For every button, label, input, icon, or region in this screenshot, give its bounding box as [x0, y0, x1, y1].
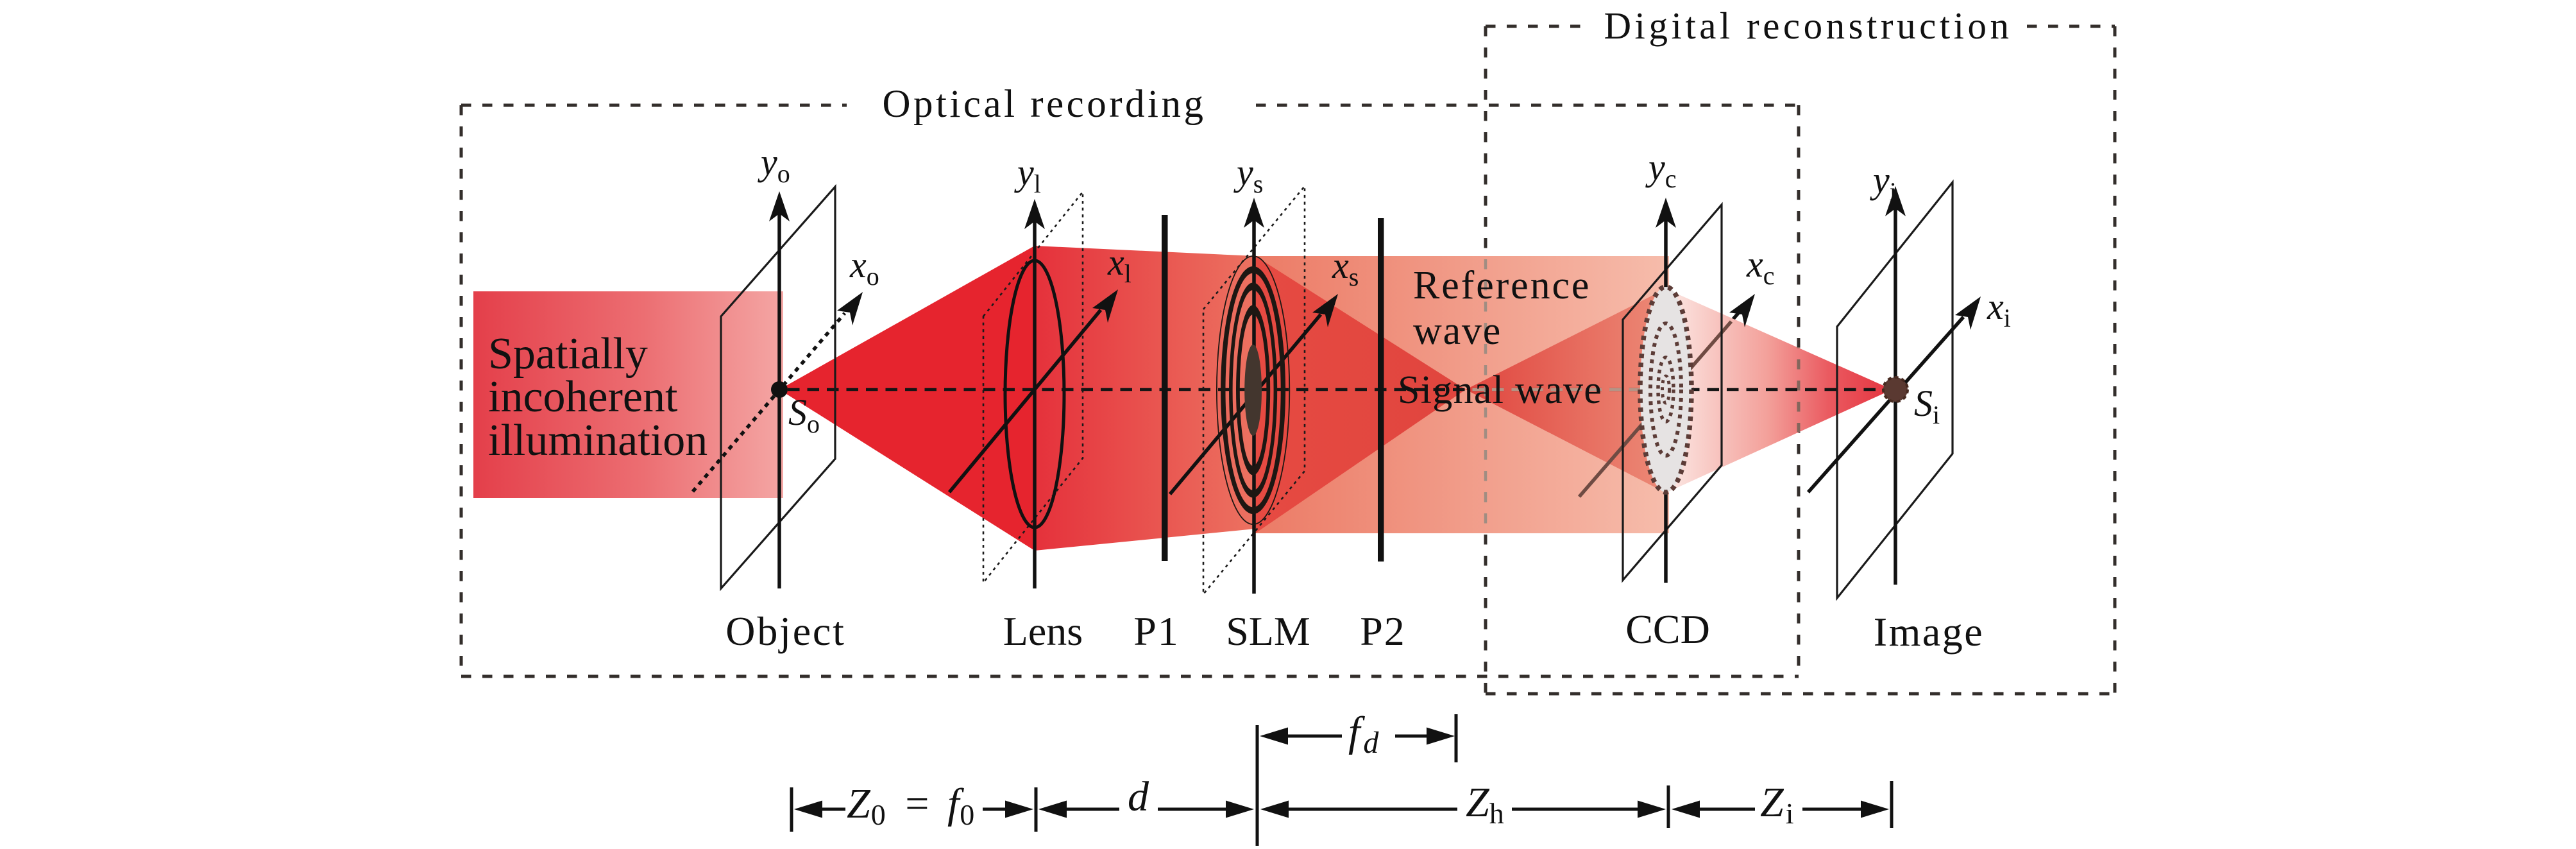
svg-text:Optical recording: Optical recording — [882, 83, 1206, 126]
svg-text:P1: P1 — [1133, 608, 1180, 654]
svg-text:Spatially: Spatially — [488, 329, 648, 379]
svg-text:yo: yo — [758, 141, 790, 188]
svg-text:ys: ys — [1233, 151, 1263, 198]
svg-text:xs: xs — [1332, 244, 1359, 291]
svg-text:Signal wave: Signal wave — [1398, 368, 1602, 412]
svg-text:Object: Object — [725, 608, 845, 654]
svg-text:Zh: Zh — [1466, 779, 1504, 830]
svg-text:Z0 = f0: Z0 = f0 — [847, 780, 975, 831]
svg-text:xo: xo — [849, 244, 879, 291]
svg-text:Image: Image — [1874, 609, 1984, 655]
svg-text:SLM: SLM — [1226, 608, 1310, 654]
svg-text:Si: Si — [1914, 382, 1940, 429]
svg-text:Reference: Reference — [1413, 264, 1591, 307]
svg-text:incoherent: incoherent — [488, 372, 678, 422]
svg-text:Zi: Zi — [1760, 779, 1794, 830]
svg-text:d: d — [1128, 773, 1149, 820]
svg-text:xl: xl — [1107, 241, 1131, 288]
svg-text:wave: wave — [1413, 309, 1502, 353]
svg-text:illumination: illumination — [488, 416, 708, 465]
svg-text:yi: yi — [1870, 159, 1897, 206]
svg-text:Digital reconstruction: Digital reconstruction — [1604, 4, 2012, 47]
svg-text:Lens: Lens — [1003, 608, 1083, 654]
svg-text:yc: yc — [1645, 146, 1677, 193]
svg-text:yl: yl — [1014, 151, 1041, 198]
svg-text:P2: P2 — [1360, 608, 1406, 654]
svg-text:xi: xi — [1987, 286, 2011, 332]
svg-text:CCD: CCD — [1625, 606, 1710, 652]
svg-text:fd: fd — [1348, 708, 1379, 760]
svg-text:xc: xc — [1746, 243, 1775, 290]
